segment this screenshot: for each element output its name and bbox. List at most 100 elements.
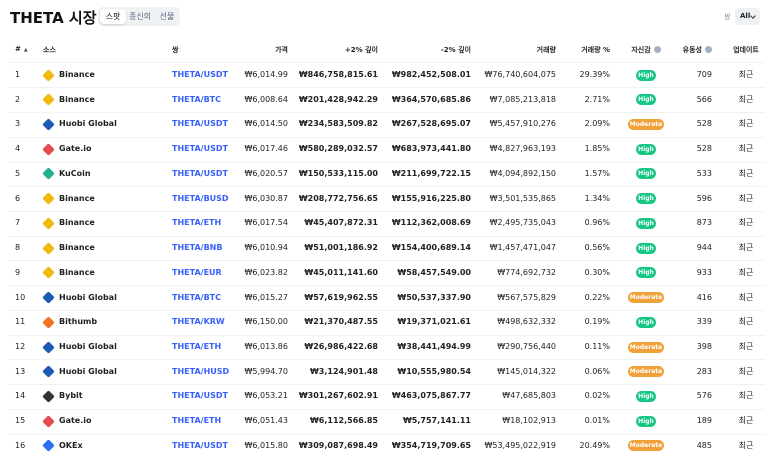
volume: ₩4,094,892,150 xyxy=(489,168,556,178)
depth-minus: ₩154,400,689.14 xyxy=(391,243,471,253)
column-header[interactable]: 거래량 % xyxy=(581,46,610,54)
volume-percent: 1.85% xyxy=(584,144,610,154)
exchange-name[interactable]: Gate.io xyxy=(59,416,92,426)
column-header[interactable]: 가격 xyxy=(275,46,288,54)
filter-label: 쌍 xyxy=(724,13,731,21)
exchange-logo xyxy=(42,93,55,106)
exchange-logo xyxy=(42,217,55,230)
pair-link[interactable]: THETA/EUR xyxy=(172,267,222,277)
column-header[interactable]: +2% 깊이 xyxy=(344,46,378,54)
updated: 최근 xyxy=(738,366,754,376)
column-header[interactable]: 거래량 xyxy=(536,46,556,54)
exchange-name[interactable]: OKEx xyxy=(59,440,83,450)
confidence-badge: High xyxy=(636,415,656,427)
exchange-name[interactable]: Bithumb xyxy=(59,317,98,327)
exchange-name[interactable]: KuCoin xyxy=(59,168,91,178)
price: ₩6,053.21 xyxy=(244,391,288,401)
updated: 최근 xyxy=(738,342,754,352)
column-header[interactable]: # ▲ xyxy=(15,45,28,53)
pair-link[interactable]: THETA/USDT xyxy=(172,391,228,401)
depth-minus: ₩211,699,722.15 xyxy=(391,168,471,178)
price: ₩6,030.87 xyxy=(244,193,288,203)
pair-link[interactable]: THETA/ETH xyxy=(172,416,222,426)
liquidity: 533 xyxy=(696,168,712,178)
pair-link[interactable]: THETA/USDT xyxy=(172,144,228,154)
exchange-name[interactable]: Huobi Global xyxy=(59,119,117,129)
header-divider xyxy=(8,62,765,63)
liquidity: 485 xyxy=(696,440,712,450)
updated: 최근 xyxy=(738,193,754,203)
filter-dropdown[interactable]: All xyxy=(735,8,760,25)
rank: 1 xyxy=(15,70,21,79)
pair-link[interactable]: THETA/USDT xyxy=(172,168,228,178)
volume-percent: 0.11% xyxy=(584,342,610,352)
volume: ₩5,457,910,276 xyxy=(489,119,556,129)
column-header[interactable]: 자신감 xyxy=(621,45,671,55)
confidence-badge: Moderate xyxy=(628,366,664,378)
liquidity: 189 xyxy=(696,416,712,426)
column-header[interactable]: 쌍 xyxy=(172,46,179,54)
row-divider xyxy=(8,359,765,361)
pair-link[interactable]: THETA/BNB xyxy=(172,243,223,253)
row-divider xyxy=(8,112,765,114)
tab[interactable]: 스팟 xyxy=(100,9,126,24)
pair-link[interactable]: THETA/USDT xyxy=(172,70,228,79)
pair-link[interactable]: THETA/KRW xyxy=(172,317,225,327)
exchange-name[interactable]: Binance xyxy=(59,267,95,277)
pair-link[interactable]: THETA/USDT xyxy=(172,119,228,129)
confidence-badge: High xyxy=(636,267,656,279)
pair-link[interactable]: THETA/USDT xyxy=(172,440,228,450)
volume: ₩18,102,913 xyxy=(502,416,556,426)
volume: ₩290,756,440 xyxy=(497,342,556,352)
depth-minus: ₩58,457,549.00 xyxy=(397,267,471,277)
price: ₩6,013.86 xyxy=(244,342,288,352)
exchange-name[interactable]: Bybit xyxy=(59,391,83,401)
column-header[interactable]: 업데이트 xyxy=(733,46,759,54)
exchange-name[interactable]: Gate.io xyxy=(59,144,92,154)
exchange-name[interactable]: Binance xyxy=(59,193,95,203)
exchange-name[interactable]: Binance xyxy=(59,70,95,79)
exchange-name[interactable]: Binance xyxy=(59,243,95,253)
exchange-name[interactable]: Binance xyxy=(59,218,95,228)
exchange-name[interactable]: Huobi Global xyxy=(59,342,117,352)
exchange-logo xyxy=(42,316,55,329)
updated: 최근 xyxy=(738,119,754,129)
info-icon[interactable] xyxy=(705,46,712,53)
confidence-badge: High xyxy=(636,217,656,229)
exchange-name[interactable]: Binance xyxy=(59,94,95,104)
exchange-name[interactable]: Huobi Global xyxy=(59,366,117,376)
column-header[interactable]: 유동성 xyxy=(683,45,712,55)
pair-link[interactable]: THETA/BTC xyxy=(172,94,221,104)
pair-link[interactable]: THETA/HUSD xyxy=(172,366,230,376)
depth-minus: ₩982,452,508.01 xyxy=(391,70,471,79)
updated: 최근 xyxy=(738,94,754,104)
pair-link[interactable]: THETA/BUSD xyxy=(172,193,229,203)
updated: 최근 xyxy=(738,218,754,228)
liquidity: 398 xyxy=(696,342,712,352)
column-header: 소스 xyxy=(43,46,56,54)
row-divider xyxy=(8,285,765,287)
info-icon[interactable] xyxy=(653,46,661,53)
price: ₩6,150.00 xyxy=(244,317,288,327)
depth-minus: ₩50,537,337.90 xyxy=(397,292,471,302)
updated: 최근 xyxy=(738,168,754,178)
tab[interactable]: 선물 xyxy=(159,12,175,21)
confidence-badge: Moderate xyxy=(628,341,664,353)
pair-link[interactable]: THETA/BTC xyxy=(172,292,221,302)
exchange-logo xyxy=(42,291,55,304)
exchange-name[interactable]: Huobi Global xyxy=(59,292,117,302)
volume: ₩567,575,829 xyxy=(497,292,556,302)
row-divider xyxy=(8,309,765,311)
pair-link[interactable]: THETA/ETH xyxy=(172,218,222,228)
column-header[interactable]: -2% 깊이 xyxy=(440,46,471,54)
rank: 5 xyxy=(15,168,21,178)
liquidity: 873 xyxy=(696,218,712,228)
row-divider xyxy=(8,87,765,89)
confidence-badge: High xyxy=(636,143,656,155)
confidence-badge: High xyxy=(636,242,656,254)
tab[interactable]: 종신의 xyxy=(128,12,152,21)
volume: ₩1,457,471,047 xyxy=(489,243,556,253)
confidence-badge: High xyxy=(636,193,656,205)
pair-link[interactable]: THETA/ETH xyxy=(172,342,222,352)
liquidity: 416 xyxy=(696,292,712,302)
